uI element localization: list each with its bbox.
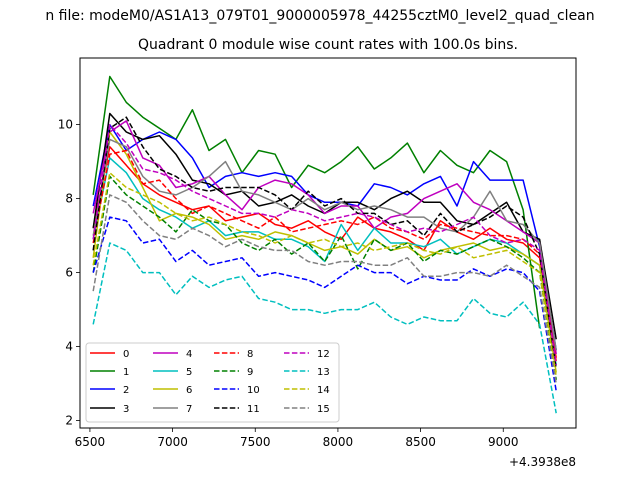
legend-entry-3: 3: [90, 404, 129, 415]
legend-label: 14: [317, 385, 330, 396]
legend-label: 1: [123, 367, 129, 378]
legend-label: 3: [123, 404, 129, 415]
series-line-11: [92, 116, 557, 369]
series-line-15: [92, 194, 557, 384]
plot-lines: [92, 75, 557, 414]
series-line-7: [92, 138, 557, 351]
series-line-10: [92, 216, 557, 392]
legend-label: 13: [317, 367, 330, 378]
legend-label: 0: [123, 349, 129, 360]
series-line-6: [92, 131, 557, 373]
legend-label: 6: [186, 385, 192, 396]
y-tick-label: 8: [65, 192, 73, 206]
chart-title: Quadrant 0 module wise count rates with …: [138, 37, 518, 53]
x-axis-ticks: 6500 7000 7500 8000 8500 9000: [75, 428, 519, 449]
series-line-13: [92, 242, 557, 414]
legend-label: 4: [186, 349, 192, 360]
legend-label: 9: [247, 367, 253, 378]
y-tick-label: 4: [65, 340, 73, 354]
legend-entry-1: 1: [90, 367, 129, 378]
legend-entry-2: 2: [90, 385, 129, 396]
legend-entry-12: 12: [284, 349, 330, 360]
legend-entry-13: 13: [284, 367, 330, 378]
series-line-9: [92, 175, 557, 381]
y-axis-ticks: 2 4 6 8 10: [58, 118, 80, 428]
y-tick-label: 2: [65, 414, 73, 428]
series-line-0: [92, 146, 557, 358]
legend-entry-15: 15: [284, 404, 330, 415]
legend-entry-8: 8: [214, 349, 253, 360]
legend-label: 10: [247, 385, 260, 396]
series-line-12: [92, 123, 557, 366]
x-tick-label: 9000: [488, 435, 519, 449]
legend-entry-11: 11: [214, 404, 260, 415]
x-tick-label: 7500: [240, 435, 271, 449]
series-line-14: [92, 171, 557, 377]
series-line-2: [92, 123, 557, 351]
y-tick-label: 10: [58, 118, 73, 132]
series-line-1: [92, 75, 541, 329]
series-line-8: [92, 149, 557, 362]
figure-suptitle: n file: modeM0/AS1A13_079T01_9000005978_…: [45, 8, 594, 24]
legend-label: 2: [123, 385, 129, 396]
legend-entry-0: 0: [90, 349, 129, 360]
legend-label: 5: [186, 367, 192, 378]
y-tick-label: 6: [65, 266, 73, 280]
legend-entry-5: 5: [153, 367, 192, 378]
legend-entry-4: 4: [153, 349, 192, 360]
legend-entry-9: 9: [214, 367, 253, 378]
x-tick-label: 7000: [157, 435, 188, 449]
axes-frame: [79, 57, 577, 429]
legend-label: 8: [247, 349, 253, 360]
legend-label: 15: [317, 404, 330, 415]
x-tick-label: 6500: [75, 435, 106, 449]
legend-entry-6: 6: [153, 385, 192, 396]
legend-label: 7: [186, 404, 192, 415]
legend-label: 11: [247, 404, 260, 415]
legend-label: 12: [317, 349, 330, 360]
legend-entry-7: 7: [153, 404, 192, 415]
legend-entry-14: 14: [284, 385, 330, 396]
x-tick-label: 8000: [323, 435, 354, 449]
x-axis-offset-label: +4.3938e8: [509, 455, 576, 469]
series-line-4: [92, 120, 557, 355]
legend-entry-10: 10: [214, 385, 260, 396]
legend-box: [85, 342, 340, 423]
x-tick-label: 8500: [405, 435, 436, 449]
